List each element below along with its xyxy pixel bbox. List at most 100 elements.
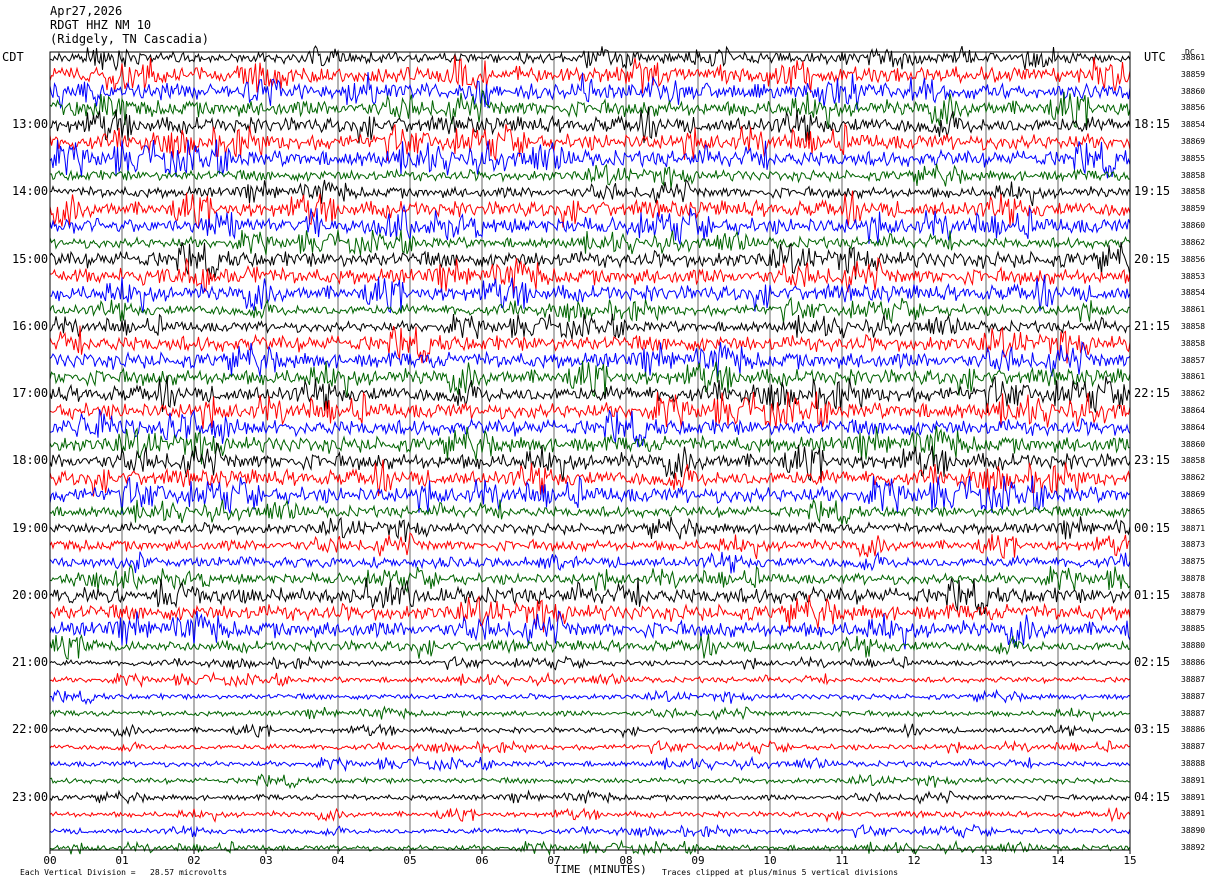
dc-offset-label: 38857	[1181, 355, 1206, 365]
dc-offset-label: 38859	[1181, 204, 1206, 214]
header-station: RDGT HHZ NM 10	[50, 18, 152, 32]
trace-row-22	[49, 391, 1131, 429]
dc-offset-label: 38861	[1181, 305, 1206, 315]
x-tick-label-12: 12	[907, 854, 920, 867]
left-time-label: 13:00	[12, 117, 49, 132]
trace-row-36	[49, 633, 1131, 660]
dc-offset-label: 38860	[1181, 439, 1206, 449]
right-time-label: 02:15	[1134, 655, 1171, 670]
right-time-label: 19:15	[1134, 184, 1171, 199]
trace-row-33	[49, 577, 1131, 616]
trace-row-44	[49, 773, 1131, 790]
x-tick-label-14: 14	[1051, 854, 1065, 867]
dc-offset-label: 38886	[1181, 658, 1206, 668]
trace-row-4	[49, 88, 1131, 129]
dc-offset-label: 38853	[1181, 271, 1206, 281]
left-time-label: 20:00	[12, 587, 49, 602]
x-axis-title: TIME (MINUTES)	[554, 863, 647, 876]
trace-row-19	[49, 340, 1131, 378]
trace-row-31	[49, 551, 1131, 574]
right-time-label: 21:15	[1134, 318, 1171, 333]
dc-offset-label: 38859	[1181, 69, 1206, 79]
dc-offset-label: 38891	[1181, 792, 1206, 802]
dc-offset-label: 38885	[1181, 624, 1206, 634]
dc-offset-label: 38860	[1181, 86, 1206, 96]
trace-row-30	[49, 532, 1131, 560]
dc-offset-label: 38856	[1181, 254, 1206, 264]
dc-offset-label: 38891	[1181, 775, 1206, 785]
x-tick-label-02: 02	[187, 854, 200, 867]
trace-row-14	[49, 256, 1131, 294]
trace-row-16	[49, 296, 1131, 325]
trace-row-17	[49, 313, 1131, 340]
dc-offset-label: 38862	[1181, 389, 1206, 399]
trace-row-38	[49, 671, 1131, 689]
trace-row-37	[49, 655, 1131, 671]
dc-offset-label: 38888	[1181, 758, 1206, 768]
dc-offset-label: 38875	[1181, 557, 1206, 567]
trace-row-24	[49, 426, 1130, 465]
dc-offset-label: 38861	[1181, 53, 1206, 62]
dc-offset-label: 38854	[1181, 120, 1206, 130]
trace-row-34	[49, 594, 1131, 633]
left-time-label: 14:00	[12, 184, 49, 199]
trace-row-43	[49, 755, 1131, 773]
scale-note: Each Vertical Division = 28.57 microvolt…	[20, 868, 228, 877]
trace-row-13	[49, 241, 1131, 280]
dc-offset-label: 38869	[1181, 490, 1206, 500]
dc-offset-label: 38858	[1181, 170, 1206, 180]
dc-offset-label: 38891	[1181, 809, 1206, 819]
right-time-label: 04:15	[1134, 789, 1171, 804]
plot-border	[49, 51, 1131, 851]
trace-row-29	[49, 516, 1131, 543]
trace-row-27	[49, 475, 1131, 514]
left-time-label: 15:00	[12, 251, 49, 266]
trace-row-26	[49, 459, 1131, 497]
dc-offset-label: 38858	[1181, 321, 1206, 331]
left-time-label: 23:00	[12, 789, 49, 804]
trace-row-12	[49, 229, 1131, 256]
dc-offset-label: 38892	[1181, 843, 1206, 852]
dc-offset-label: 38856	[1181, 103, 1206, 113]
right-time-label: 20:15	[1134, 251, 1171, 266]
dc-offset-label: 38861	[1181, 372, 1206, 382]
x-tick-label-11: 11	[835, 854, 848, 867]
trace-row-5	[49, 106, 1131, 144]
dc-offset-label: 38886	[1181, 725, 1206, 735]
right-time-label: 18:15	[1134, 117, 1171, 132]
trace-row-35	[49, 609, 1131, 650]
header-date: Apr27,2026	[50, 4, 123, 18]
dc-offset-label: 38890	[1181, 826, 1206, 836]
dc-offset-label: 38858	[1181, 338, 1206, 348]
x-tick-label-10: 10	[763, 854, 776, 867]
trace-row-28	[49, 498, 1131, 526]
trace-row-2	[49, 55, 1131, 94]
dc-offset-label: 38887	[1181, 708, 1206, 718]
dc-offset-label: 38871	[1181, 523, 1206, 533]
trace-row-25	[49, 441, 1131, 482]
trace-row-21	[49, 375, 1131, 413]
dc-offset-label: 38879	[1181, 607, 1206, 617]
header-location: (Ridgely, TN Cascadia)	[50, 32, 209, 46]
dc-offset-label: 38858	[1181, 187, 1206, 197]
left-time-label: 19:00	[12, 520, 49, 535]
trace-row-18	[49, 325, 1131, 364]
plot-frame	[49, 51, 1131, 851]
dc-offset-label: 38887	[1181, 674, 1206, 684]
trace-row-39	[49, 688, 1131, 706]
x-tick-label-00: 00	[43, 854, 56, 867]
x-tick-label-13: 13	[979, 854, 992, 867]
trace-row-32	[49, 564, 1131, 594]
trace-row-41	[49, 722, 1131, 739]
trace-row-8	[49, 163, 1131, 190]
x-tick-label-05: 05	[403, 854, 416, 867]
dc-offset-label: 38865	[1181, 506, 1206, 516]
dc-offset-label: 38864	[1181, 422, 1206, 432]
trace-row-7	[49, 139, 1131, 179]
dc-offset-label: 38862	[1181, 237, 1206, 247]
x-tick-label-06: 06	[475, 854, 488, 867]
trace-row-23	[49, 409, 1131, 448]
dc-offset-label: 38864	[1181, 405, 1206, 415]
right-time-label: 23:15	[1134, 453, 1171, 468]
